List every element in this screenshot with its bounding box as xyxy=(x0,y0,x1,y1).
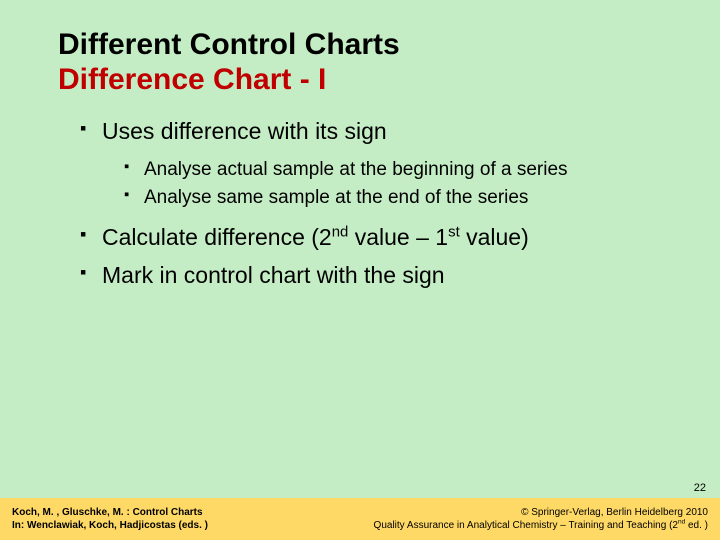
bullet-list: Uses difference with its sign Analyse ac… xyxy=(58,115,672,292)
title-line2: Difference Chart - I xyxy=(58,63,672,98)
bullet-item: Uses difference with its sign Analyse ac… xyxy=(80,115,672,211)
footer-right-line2: Quality Assurance in Analytical Chemistr… xyxy=(374,519,708,533)
footer-left: Koch, M. , Gluschke, M. : Control Charts… xyxy=(12,506,208,533)
footer-left-line1: Koch, M. , Gluschke, M. : Control Charts xyxy=(12,506,208,520)
footer: Koch, M. , Gluschke, M. : Control Charts… xyxy=(0,498,720,540)
bullet-text: Uses difference with its sign xyxy=(102,118,387,144)
footer-right: © Springer-Verlag, Berlin Heidelberg 201… xyxy=(374,506,708,533)
bullet-subitem: Analyse actual sample at the beginning o… xyxy=(124,156,672,184)
slide: Different Control Charts Difference Char… xyxy=(0,0,720,540)
footer-right-line1: © Springer-Verlag, Berlin Heidelberg 201… xyxy=(374,506,708,520)
title-line1: Different Control Charts xyxy=(58,28,672,63)
footer-left-line2: In: Wenclawiak, Koch, Hadjicostas (eds. … xyxy=(12,519,208,533)
page-number: 22 xyxy=(694,482,706,494)
title-block: Different Control Charts Difference Char… xyxy=(58,28,672,97)
bullet-item: Calculate difference (2nd value – 1st va… xyxy=(80,221,672,254)
bullet-subitem: Analyse same sample at the end of the se… xyxy=(124,184,672,212)
bullet-sublist: Analyse actual sample at the beginning o… xyxy=(102,156,672,211)
bullet-item: Mark in control chart with the sign xyxy=(80,259,672,292)
